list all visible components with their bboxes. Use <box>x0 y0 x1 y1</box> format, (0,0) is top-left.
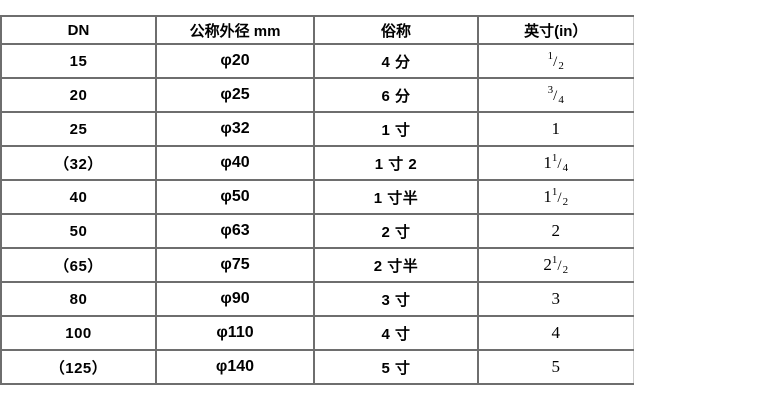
pipe-size-table: DN 公称外径 mm 俗称 英寸(in） 15 φ20 4 分 1/2 20 φ25 6 分… <box>0 15 634 385</box>
cell-inches: 21/2 <box>477 247 634 283</box>
table-row: （32） φ40 1 寸 2 11/4 <box>0 145 634 181</box>
cell-common-name: 1 寸 <box>313 111 479 147</box>
inch-fr-whole: 4 <box>551 323 561 342</box>
cell-inches: 4 <box>477 315 634 351</box>
table-row: 20 φ25 6 分 3/4 <box>0 77 634 113</box>
table-row: 50 φ63 2 寸 2 <box>0 213 634 249</box>
cell-dn: 20 <box>0 77 157 113</box>
inch-fr-whole: 2 <box>543 255 552 274</box>
cell-outer-diameter: φ63 <box>155 213 315 249</box>
inch-fr-whole: 1 <box>551 119 561 138</box>
inch-fr-whole: 2 <box>551 221 561 240</box>
inch-fr-num: 1 <box>551 186 558 198</box>
column-header-inches: 英寸(in） <box>477 15 634 45</box>
column-header-outer-diameter: 公称外径 mm <box>155 15 315 45</box>
inch-fr-num: 1 <box>551 152 558 164</box>
cell-outer-diameter: φ25 <box>155 77 315 113</box>
inch-fr-den: 2 <box>558 60 564 72</box>
cell-common-name: 3 寸 <box>313 281 479 317</box>
cell-common-name: 2 寸 <box>313 213 479 249</box>
cell-outer-diameter: φ75 <box>155 247 315 283</box>
inch-fr-slash: / <box>557 190 563 206</box>
inch-fr-den: 4 <box>558 94 564 106</box>
table-row: 100 φ110 4 寸 4 <box>0 315 634 351</box>
table-row: （65） φ75 2 寸半 21/2 <box>0 247 634 283</box>
inch-fr-den: 4 <box>562 162 569 174</box>
cell-outer-diameter: φ50 <box>155 179 315 215</box>
cell-dn: 80 <box>0 281 157 317</box>
cell-outer-diameter: φ140 <box>155 349 315 385</box>
table-row: （125） φ140 5 寸 5 <box>0 349 634 385</box>
cell-inches: 1/2 <box>477 43 634 79</box>
cell-inches: 11/2 <box>477 179 634 215</box>
inch-fr-den: 2 <box>562 196 569 208</box>
cell-dn: （65） <box>0 247 157 283</box>
cell-outer-diameter: φ110 <box>155 315 315 351</box>
cell-common-name: 4 分 <box>313 43 479 79</box>
inch-fr-num: 3 <box>547 84 554 96</box>
inch-fr-slash: / <box>557 258 563 274</box>
header-row: DN 公称外径 mm 俗称 英寸(in） <box>0 15 634 45</box>
inch-fr-slash: / <box>557 156 563 172</box>
inch-fr-den: 2 <box>562 264 569 276</box>
cell-inches: 5 <box>477 349 634 385</box>
table-row: 25 φ32 1 寸 1 <box>0 111 634 147</box>
cell-dn: 15 <box>0 43 157 79</box>
inch-fr-num: 1 <box>547 50 554 62</box>
inch-fr-whole: 5 <box>551 357 561 376</box>
cell-common-name: 1 寸 2 <box>313 145 479 181</box>
cell-common-name: 1 寸半 <box>313 179 479 215</box>
cell-outer-diameter: φ90 <box>155 281 315 317</box>
cell-dn: （32） <box>0 145 157 181</box>
inch-fr-slash: / <box>553 88 559 104</box>
cell-inches: 2 <box>477 213 634 249</box>
cell-outer-diameter: φ20 <box>155 43 315 79</box>
inch-fr-slash: / <box>553 54 559 70</box>
cell-outer-diameter: φ40 <box>155 145 315 181</box>
cell-outer-diameter: φ32 <box>155 111 315 147</box>
inch-fr-whole: 3 <box>551 289 561 308</box>
cell-inches: 3 <box>477 281 634 317</box>
cell-common-name: 5 寸 <box>313 349 479 385</box>
table-row: 40 φ50 1 寸半 11/2 <box>0 179 634 215</box>
cell-dn: （125） <box>0 349 157 385</box>
cell-dn: 40 <box>0 179 157 215</box>
table-row: 15 φ20 4 分 1/2 <box>0 43 634 79</box>
inch-fr-num: 1 <box>551 254 558 266</box>
cell-dn: 25 <box>0 111 157 147</box>
cell-inches: 1 <box>477 111 634 147</box>
inch-fr-whole: 1 <box>543 187 552 206</box>
cell-common-name: 4 寸 <box>313 315 479 351</box>
cell-dn: 50 <box>0 213 157 249</box>
column-header-common-name: 俗称 <box>313 15 479 45</box>
cell-inches: 3/4 <box>477 77 634 113</box>
cell-common-name: 6 分 <box>313 77 479 113</box>
pipe-size-table-container: DN 公称外径 mm 俗称 英寸(in） 15 φ20 4 分 1/2 20 φ25 6 分… <box>0 15 634 385</box>
cell-dn: 100 <box>0 315 157 351</box>
table-body: 15 φ20 4 分 1/2 20 φ25 6 分 3/4 25 φ32 1 寸 1 （32） φ40 1 … <box>0 43 634 385</box>
table-row: 80 φ90 3 寸 3 <box>0 281 634 317</box>
cell-common-name: 2 寸半 <box>313 247 479 283</box>
cell-inches: 11/4 <box>477 145 634 181</box>
inch-fr-whole: 1 <box>543 153 552 172</box>
column-header-dn: DN <box>0 15 157 45</box>
